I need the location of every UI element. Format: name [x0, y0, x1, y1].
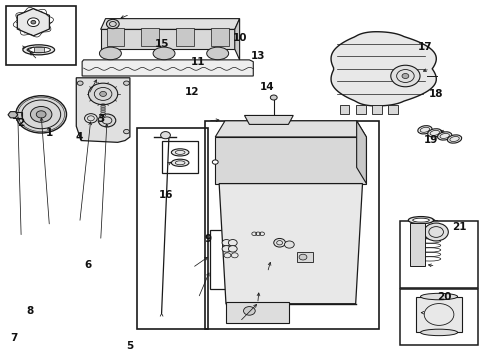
Ellipse shape [412, 218, 428, 222]
Bar [141, 28, 159, 45]
Bar [225, 302, 289, 323]
Ellipse shape [407, 217, 433, 224]
Circle shape [100, 91, 106, 96]
Text: 14: 14 [260, 82, 274, 93]
Circle shape [31, 21, 36, 24]
Text: 15: 15 [154, 39, 168, 49]
Bar [5, 6, 76, 65]
Text: 17: 17 [417, 42, 431, 52]
Bar [34, 47, 43, 52]
Circle shape [36, 111, 46, 118]
Text: 19: 19 [423, 135, 437, 145]
Text: 20: 20 [436, 292, 451, 302]
Text: 12: 12 [184, 87, 199, 97]
Text: 2: 2 [18, 118, 25, 128]
Circle shape [123, 130, 129, 134]
Text: 4: 4 [76, 132, 83, 142]
Ellipse shape [417, 126, 431, 134]
Text: 5: 5 [126, 341, 133, 351]
Text: 1: 1 [46, 129, 53, 138]
Text: 13: 13 [250, 51, 264, 61]
Circle shape [228, 239, 237, 246]
Ellipse shape [99, 47, 121, 60]
Circle shape [77, 81, 83, 85]
Bar [371, 105, 381, 114]
Bar [415, 297, 461, 332]
Bar [264, 228, 339, 291]
Ellipse shape [427, 129, 441, 137]
Polygon shape [409, 223, 424, 266]
Bar [205, 121, 378, 329]
Text: 6: 6 [84, 260, 92, 270]
Polygon shape [215, 121, 366, 137]
Circle shape [123, 81, 129, 85]
Circle shape [212, 160, 218, 164]
Ellipse shape [420, 293, 457, 300]
Bar [211, 28, 228, 45]
Circle shape [284, 241, 294, 248]
Text: 16: 16 [159, 190, 173, 200]
Ellipse shape [437, 132, 451, 140]
Circle shape [222, 239, 230, 246]
Text: 18: 18 [427, 89, 442, 99]
Circle shape [30, 107, 52, 122]
Text: 10: 10 [232, 33, 246, 43]
Ellipse shape [171, 159, 188, 166]
Bar [210, 230, 271, 289]
Circle shape [27, 18, 39, 27]
Text: 9: 9 [204, 234, 211, 244]
Circle shape [88, 83, 118, 105]
Bar [399, 221, 477, 288]
Bar [161, 140, 198, 173]
Ellipse shape [23, 45, 55, 55]
Polygon shape [82, 60, 253, 76]
Ellipse shape [27, 47, 50, 53]
Bar [106, 28, 124, 45]
Circle shape [390, 65, 419, 87]
Circle shape [228, 246, 237, 252]
Text: 21: 21 [451, 222, 466, 232]
Circle shape [299, 254, 306, 260]
Polygon shape [101, 19, 239, 30]
Ellipse shape [420, 329, 457, 336]
Ellipse shape [447, 135, 461, 143]
Circle shape [401, 73, 408, 78]
Ellipse shape [171, 149, 188, 156]
Bar [387, 105, 397, 114]
Circle shape [84, 114, 97, 123]
Bar [399, 289, 477, 345]
Bar [355, 105, 365, 114]
Circle shape [243, 307, 255, 315]
Circle shape [160, 132, 170, 139]
Ellipse shape [206, 47, 228, 60]
Polygon shape [234, 19, 239, 60]
Circle shape [222, 246, 230, 252]
Polygon shape [76, 78, 130, 142]
Bar [13, 112, 21, 118]
Polygon shape [330, 32, 435, 106]
Polygon shape [244, 116, 293, 125]
Circle shape [273, 238, 285, 247]
Polygon shape [219, 184, 362, 304]
Text: 3: 3 [97, 114, 104, 124]
Polygon shape [297, 252, 312, 262]
Polygon shape [356, 121, 366, 184]
Bar [137, 128, 207, 329]
Ellipse shape [153, 47, 175, 60]
Circle shape [106, 19, 119, 29]
Text: 8: 8 [26, 306, 34, 316]
Bar [339, 105, 348, 114]
Bar [176, 28, 194, 45]
Polygon shape [8, 112, 18, 118]
Polygon shape [17, 9, 49, 36]
Circle shape [98, 114, 116, 127]
Circle shape [270, 95, 277, 100]
Polygon shape [101, 30, 234, 49]
Polygon shape [215, 137, 366, 184]
Text: 7: 7 [11, 333, 18, 343]
Circle shape [423, 223, 447, 241]
Text: 11: 11 [190, 57, 205, 67]
Circle shape [16, 96, 66, 133]
